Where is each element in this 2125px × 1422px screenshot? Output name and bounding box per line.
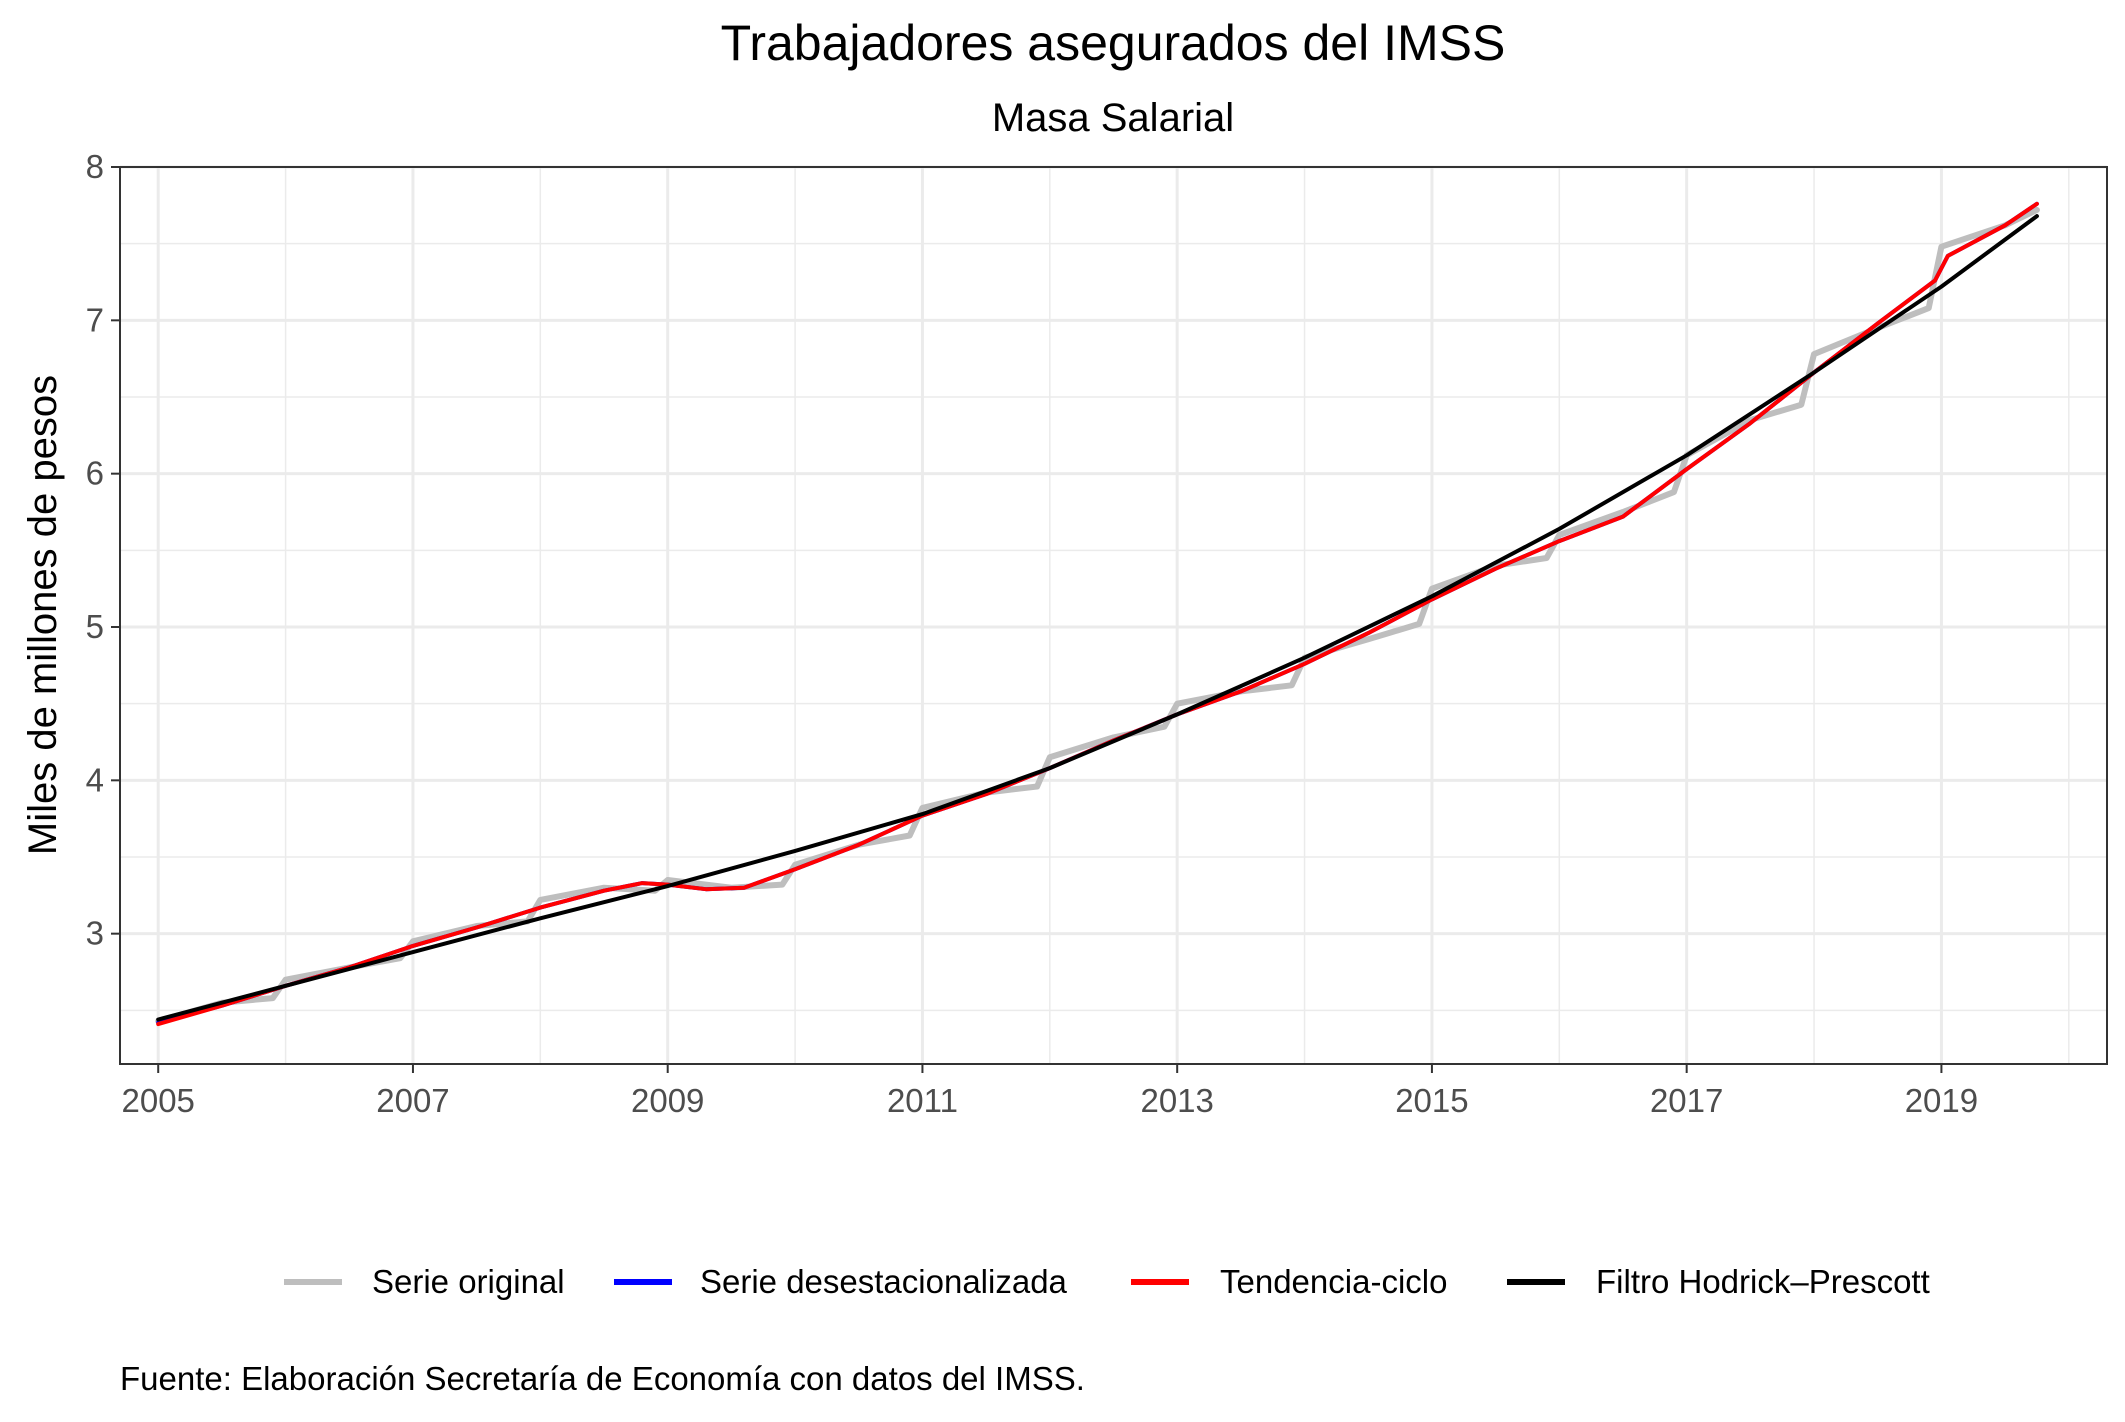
series-line-filtro-hp (156, 214, 2039, 1022)
caption: Fuente: Elaboración Secretaría de Econom… (120, 1360, 1085, 1397)
legend: Serie original Serie desestacionalizada … (284, 1263, 1930, 1300)
x-tick-label: 2015 (1395, 1082, 1468, 1119)
legend-label-tendencia-ciclo: Tendencia-ciclo (1220, 1263, 1447, 1300)
x-tick-label: 2013 (1140, 1082, 1213, 1119)
series-layer (155, 201, 2040, 1027)
axis-layer: 2005 2007 2009 2011 2013 2015 2017 2019 3 4 5 6 7 8 (86, 148, 1978, 1119)
series-line-serie-desestacionalizada (156, 201, 2039, 1025)
x-tick-label: 2005 (122, 1082, 195, 1119)
x-tick-label: 2007 (376, 1082, 449, 1119)
x-tick-label: 2017 (1650, 1082, 1723, 1119)
y-tick-label: 8 (86, 148, 104, 185)
legend-item-serie-desestacionalizada: Serie desestacionalizada (614, 1263, 1068, 1300)
legend-label-serie-desestacionalizada: Serie desestacionalizada (700, 1263, 1068, 1300)
y-tick-label: 4 (86, 761, 104, 798)
legend-label-filtro-hp: Filtro Hodrick–Prescott (1596, 1263, 1930, 1300)
x-tick-label: 2009 (631, 1082, 704, 1119)
series-line-serie-original (155, 206, 2040, 1025)
series-line-tendencia-ciclo (156, 201, 2039, 1027)
x-tick-label: 2011 (887, 1082, 958, 1119)
legend-item-filtro-hp: Filtro Hodrick–Prescott (1507, 1263, 1930, 1300)
legend-item-tendencia-ciclo: Tendencia-ciclo (1131, 1263, 1447, 1300)
y-tick-label: 6 (86, 455, 104, 492)
plot-panel-border (119, 166, 2108, 1065)
y-axis-label: Miles de millones de pesos (21, 375, 65, 855)
x-tick-label: 2019 (1905, 1082, 1978, 1119)
y-tick-label: 5 (86, 608, 104, 645)
legend-item-serie-original: Serie original (284, 1263, 565, 1300)
chart-subtitle: Masa Salarial (992, 96, 1234, 140)
legend-label-serie-original: Serie original (372, 1263, 565, 1300)
y-tick-label: 7 (86, 301, 104, 338)
y-tick-label: 3 (86, 915, 104, 952)
grid-layer (120, 165, 2107, 1064)
chart-title: Trabajadores asegurados del IMSS (721, 15, 1506, 71)
